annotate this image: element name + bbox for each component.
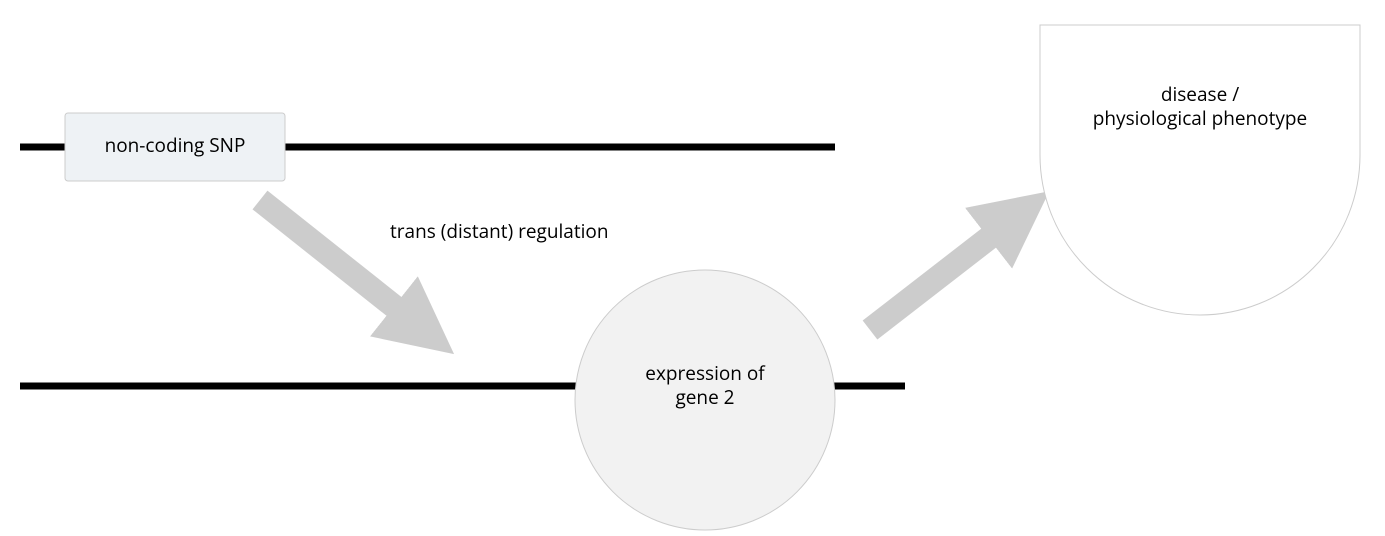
arrow-gene2-to-phenotype	[870, 210, 1025, 330]
label-trans-regulation: trans (distant) regulation	[390, 218, 609, 244]
node-phenotype	[1040, 25, 1360, 315]
node-snp-label: non-coding SNP	[105, 132, 246, 158]
